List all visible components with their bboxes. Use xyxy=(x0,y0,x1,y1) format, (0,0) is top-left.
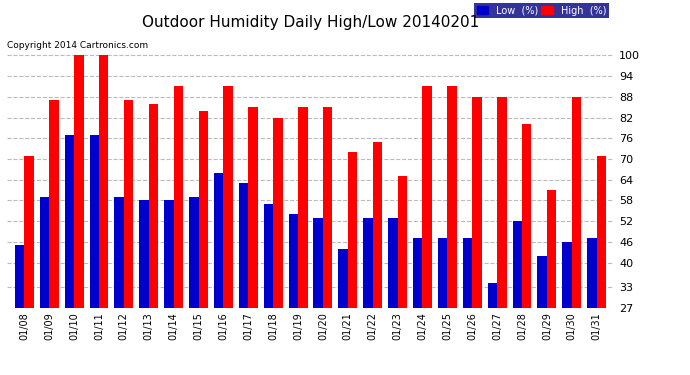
Bar xyxy=(522,124,531,308)
Text: Outdoor Humidity Daily High/Low 20140201: Outdoor Humidity Daily High/Low 20140201 xyxy=(142,15,479,30)
Bar xyxy=(313,218,323,308)
Bar xyxy=(239,183,248,308)
Bar xyxy=(199,111,208,308)
Text: Copyright 2014 Cartronics.com: Copyright 2014 Cartronics.com xyxy=(7,41,148,50)
Bar xyxy=(248,107,258,308)
Bar xyxy=(447,87,457,308)
Bar xyxy=(65,135,74,308)
Bar xyxy=(597,156,606,308)
Bar xyxy=(24,156,34,308)
Bar xyxy=(99,56,108,308)
Bar xyxy=(488,284,497,308)
Bar xyxy=(115,197,124,308)
Bar xyxy=(513,221,522,308)
Bar xyxy=(413,238,422,308)
Bar xyxy=(49,100,59,308)
Bar xyxy=(124,100,133,308)
Bar xyxy=(90,135,99,308)
Bar xyxy=(472,97,482,308)
Bar xyxy=(74,56,83,308)
Bar xyxy=(348,152,357,308)
Bar xyxy=(323,107,333,308)
Bar xyxy=(397,176,407,308)
Bar xyxy=(164,200,174,308)
Bar xyxy=(224,87,233,308)
Bar xyxy=(40,197,49,308)
Bar xyxy=(373,142,382,308)
Bar xyxy=(463,238,472,308)
Bar xyxy=(298,107,308,308)
Bar xyxy=(572,97,581,308)
Bar xyxy=(139,200,149,308)
Bar xyxy=(149,104,158,308)
Bar xyxy=(338,249,348,308)
Bar xyxy=(547,190,556,308)
Bar xyxy=(562,242,572,308)
Bar xyxy=(363,218,373,308)
Bar xyxy=(538,256,547,308)
Bar xyxy=(288,214,298,308)
Bar xyxy=(388,218,397,308)
Bar xyxy=(214,173,224,308)
Legend: Low  (%), High  (%): Low (%), High (%) xyxy=(474,3,609,18)
Bar xyxy=(438,238,447,308)
Bar xyxy=(15,245,24,308)
Bar xyxy=(587,238,597,308)
Bar xyxy=(264,204,273,308)
Bar xyxy=(497,97,506,308)
Bar xyxy=(273,117,283,308)
Bar xyxy=(422,87,432,308)
Bar xyxy=(174,87,183,308)
Bar xyxy=(189,197,199,308)
